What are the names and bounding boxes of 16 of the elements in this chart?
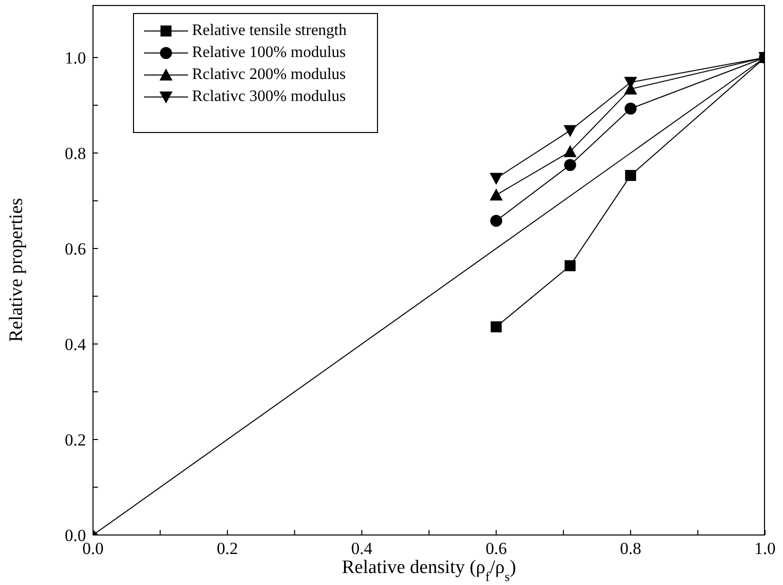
x-tick-label: 0.2 [216,539,238,558]
y-tick-label: 0.8 [64,144,86,164]
legend-label: Rclativc 200% modulus [192,66,346,84]
y-tick-label: 1.0 [64,48,86,68]
y-axis-title: Relative properties [6,198,27,342]
x-tick-label: 1.0 [754,539,776,558]
legend-label: Relative tensile strength [192,22,347,40]
x-tick-label: 0.6 [486,539,507,558]
x-tick-label: 0.8 [620,539,642,558]
x-axis-title: Relative density (ρ$_{f}$/ρ$_{s}$) [342,557,516,584]
legend-label: Rclativc 300% modulus [192,88,346,106]
y-tick-label: 0.2 [64,430,86,450]
legend-label: Relative 100% modulus [192,44,346,62]
y-tick-label: 0.6 [64,240,86,259]
x-tick-label: 0.4 [351,539,373,558]
y-tick-label: 0.4 [64,335,86,354]
